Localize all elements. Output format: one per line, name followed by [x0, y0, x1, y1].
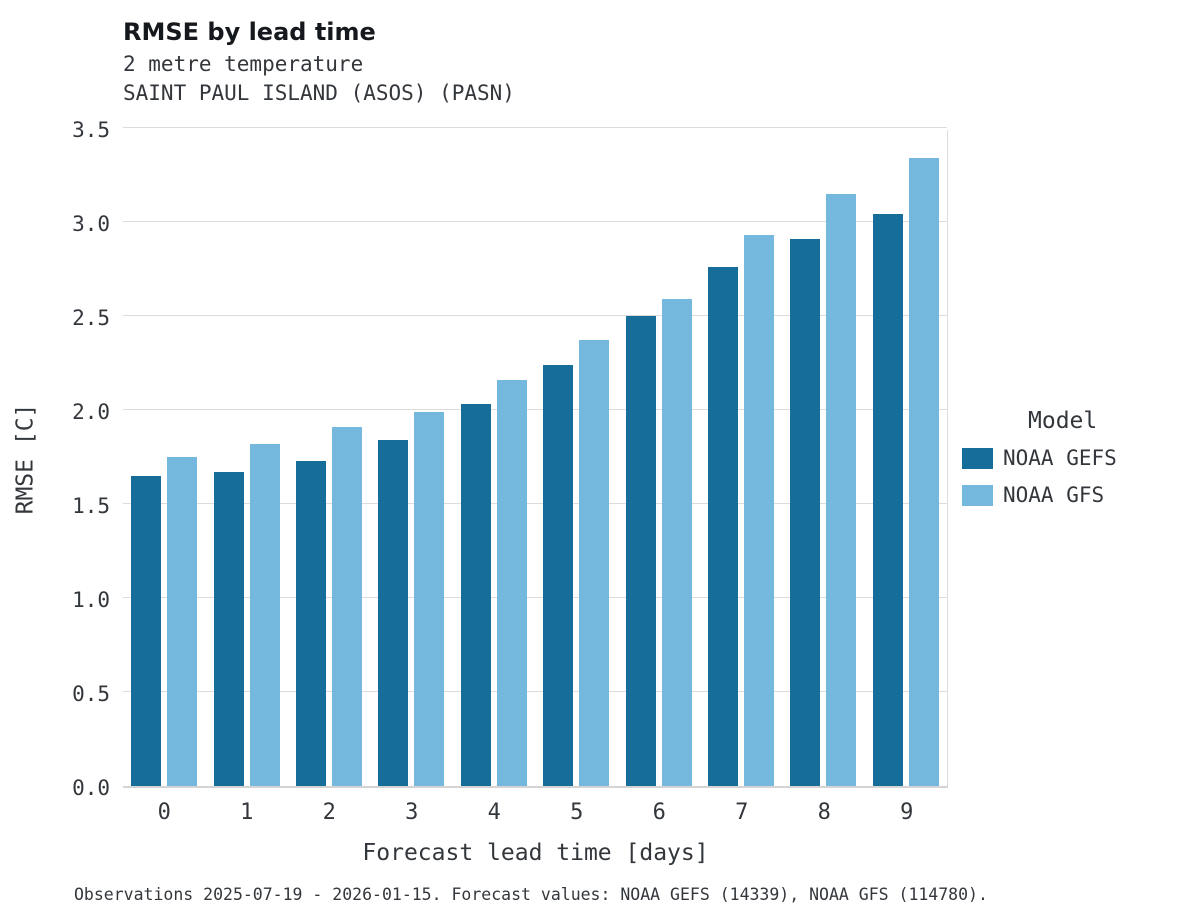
y-tick-label: 3.0: [72, 212, 110, 236]
bar-group: [782, 193, 864, 786]
legend-label: NOAA GEFS: [1003, 446, 1117, 470]
y-tick-label: 2.5: [72, 306, 110, 330]
legend-item: NOAA GEFS: [962, 446, 1117, 470]
bar-noaa-gfs: [332, 426, 363, 786]
x-tick-label: 5: [570, 800, 584, 825]
x-tick-label: 1: [240, 800, 254, 825]
chart-subtitle-variable: 2 metre temperature: [123, 52, 364, 76]
bars: [123, 130, 947, 786]
y-tick-label: 0.5: [72, 682, 110, 706]
bar-group: [123, 457, 205, 786]
bar-noaa-gefs: [213, 472, 244, 786]
bar-noaa-gfs: [496, 379, 527, 786]
bar-noaa-gefs: [378, 440, 409, 786]
bar-group: [205, 443, 287, 786]
bar-noaa-gefs: [872, 214, 903, 786]
x-tick-label: 4: [487, 800, 501, 825]
y-tick-label: 2.0: [72, 400, 110, 424]
bar-noaa-gfs: [908, 158, 939, 786]
plot-area: [123, 126, 948, 788]
bar-noaa-gfs: [414, 411, 445, 786]
bar-noaa-gfs: [744, 235, 775, 786]
legend-title: Model: [1028, 408, 1098, 434]
bar-noaa-gefs: [625, 316, 656, 786]
bar-group: [617, 299, 699, 786]
bar-group: [535, 340, 617, 786]
bar-noaa-gfs: [826, 193, 857, 786]
footer-caption: Observations 2025-07-19 - 2026-01-15. Fo…: [74, 885, 988, 904]
bar-group: [700, 235, 782, 786]
bar-group: [288, 426, 370, 786]
x-tick-label: 2: [322, 800, 336, 825]
bar-noaa-gefs: [543, 364, 574, 786]
bar-noaa-gefs: [131, 475, 162, 786]
y-axis-ticks: 0.0 0.5 1.0 1.5 2.0 2.5 3.0 3.5: [0, 118, 110, 800]
y-tick-label: 1.0: [72, 588, 110, 612]
gridlines: [123, 126, 947, 786]
x-tick-label: 0: [157, 800, 171, 825]
x-tick-label: 9: [900, 800, 914, 825]
gridline: [123, 408, 947, 410]
gridline: [123, 690, 947, 692]
x-axis-ticks: 0 1 2 3 4 5 6 7 8 9: [123, 800, 948, 825]
bar-noaa-gfs: [661, 299, 692, 786]
bar-noaa-gefs: [708, 267, 739, 786]
legend-swatch-icon: [962, 484, 993, 506]
bar-group: [453, 379, 535, 786]
legend: Model NOAA GEFS NOAA GFS: [962, 408, 1117, 520]
legend-label: NOAA GFS: [1003, 483, 1105, 507]
chart-subtitle-station: SAINT PAUL ISLAND (ASOS) (PASN): [123, 81, 515, 105]
bar-noaa-gefs: [790, 238, 821, 786]
y-tick-label: 3.5: [72, 118, 110, 142]
legend-items: NOAA GEFS NOAA GFS: [962, 446, 1117, 507]
x-tick-label: 3: [405, 800, 419, 825]
legend-item: NOAA GFS: [962, 483, 1117, 507]
gridline: [123, 314, 947, 316]
y-tick-label: 0.0: [72, 776, 110, 800]
gridline: [123, 502, 947, 504]
chart-title: RMSE by lead time: [123, 18, 376, 46]
bar-noaa-gefs: [460, 404, 491, 786]
legend-swatch-icon: [962, 447, 993, 469]
gridline: [123, 126, 947, 128]
gridline: [123, 596, 947, 598]
x-axis-title: Forecast lead time [days]: [362, 840, 709, 866]
gridline: [123, 220, 947, 222]
bar-noaa-gfs: [579, 340, 610, 786]
x-tick-label: 7: [735, 800, 749, 825]
bar-noaa-gfs: [249, 443, 280, 786]
x-tick-label: 8: [817, 800, 831, 825]
bar-group: [370, 411, 452, 786]
x-tick-label: 6: [652, 800, 666, 825]
bar-noaa-gfs: [167, 457, 198, 786]
bar-group: [865, 158, 947, 786]
y-tick-label: 1.5: [72, 494, 110, 518]
bar-noaa-gefs: [296, 460, 327, 786]
